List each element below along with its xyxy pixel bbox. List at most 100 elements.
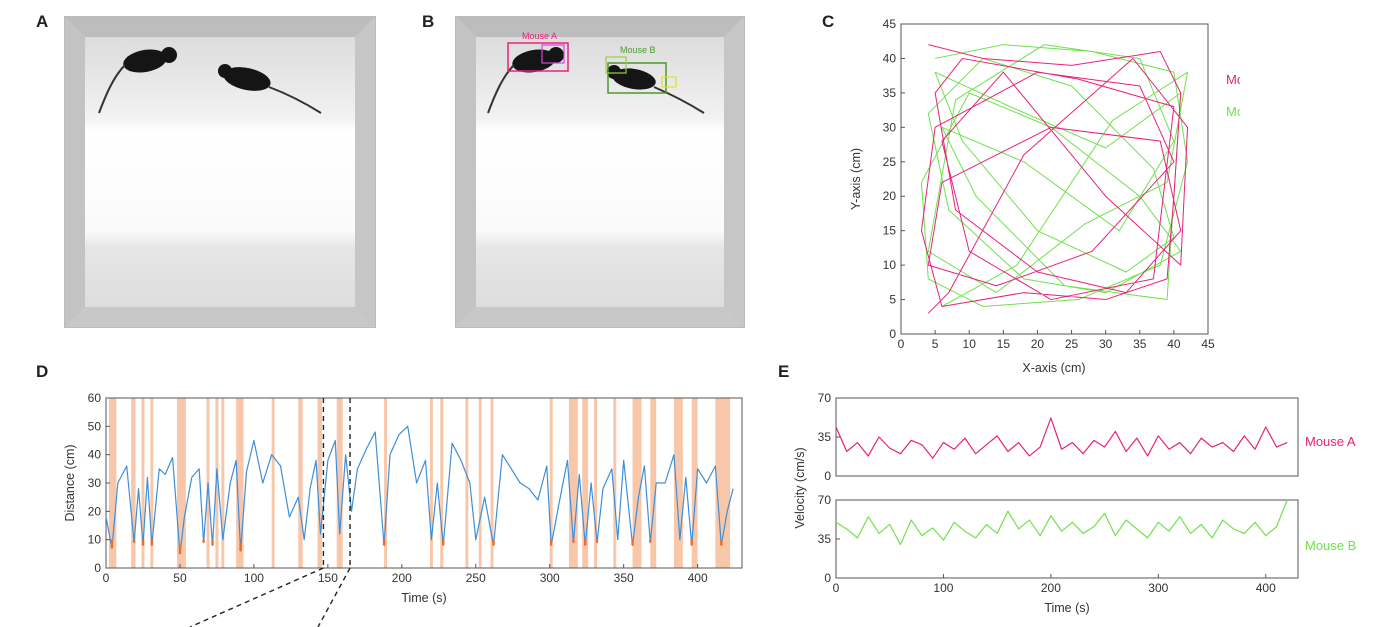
distance-y-tick-label-0: 0 <box>94 561 101 575</box>
velocity-y-axis-label: Velocity (cm/s) <box>793 447 807 528</box>
panel-label-e: E <box>778 362 790 381</box>
velocity-chart: 0 35 70 0 35 70 0 100 200 300 400 Time (s) Velocit… <box>793 392 1356 615</box>
trajectory-y-tick-label-8: 40 <box>883 51 897 65</box>
trajectory-x-tick-label-1: 5 <box>932 337 939 351</box>
velocity-bottom-y-tick-label-2: 70 <box>818 493 832 507</box>
close-contact-band-17 <box>478 398 482 568</box>
trajectory-chart: 0 5 10 15 20 25 30 35 40 45 0 5 10 15 20 25 30 35 40 45 X-a… <box>849 17 1240 375</box>
arena-photo-a-image <box>65 17 375 327</box>
arena-photo-b-image: Mouse A Mouse B <box>456 17 744 327</box>
velocity-x-tick-label-4: 400 <box>1256 581 1276 595</box>
close-contact-band-7 <box>221 398 225 568</box>
close-contact-band-14 <box>429 398 433 568</box>
distance-y-tick-label-6: 60 <box>88 391 102 405</box>
panel-label-c: C <box>822 12 835 31</box>
mouse-a-box-label: Mouse A <box>522 31 557 41</box>
distance-x-axis-label: Time (s) <box>401 591 446 605</box>
close-contact-band-15 <box>440 398 444 568</box>
trajectory-x-tick-label-8: 40 <box>1167 337 1181 351</box>
trajectory-y-tick-label-5: 25 <box>883 155 897 169</box>
panel-label-a: A <box>36 12 49 31</box>
zoom-connector-left <box>189 567 324 627</box>
close-contact-band-11 <box>317 398 322 568</box>
trajectory-y-tick-label-0: 0 <box>889 327 896 341</box>
distance-x-tick-label-6: 300 <box>540 571 560 585</box>
trajectory-line-mouse-a <box>920 44 1189 314</box>
close-contact-band-25 <box>650 398 657 568</box>
legend-mouse-a: Mouse A <box>1226 72 1240 87</box>
trajectory-x-tick-label-6: 30 <box>1099 337 1113 351</box>
close-contact-band-21 <box>582 398 589 568</box>
velocity-label-mouse-b: Mouse B <box>1305 538 1356 553</box>
close-contact-band-18 <box>490 398 494 568</box>
distance-y-tick-label-2: 20 <box>88 504 102 518</box>
velocity-bottom-y-tick-label-1: 35 <box>818 532 832 546</box>
distance-y-tick-label-4: 40 <box>88 448 102 462</box>
mouse-b-box-label: Mouse B <box>620 45 656 55</box>
close-contact-band-13 <box>384 398 388 568</box>
velocity-top-plot-area <box>835 397 1299 477</box>
close-contact-band-19 <box>549 398 553 568</box>
velocity-top-y-tick-label-0: 0 <box>824 469 831 483</box>
trajectory-lines <box>920 44 1189 314</box>
trajectory-x-tick-label-4: 20 <box>1031 337 1045 351</box>
velocity-x-tick-label-2: 200 <box>1041 581 1061 595</box>
distance-y-tick-label-5: 50 <box>88 419 102 433</box>
close-contact-band-20 <box>568 398 578 568</box>
distance-line <box>105 425 734 555</box>
arena-photo-b: Mouse A Mouse B <box>455 16 745 328</box>
velocity-label-mouse-a: Mouse A <box>1305 434 1356 449</box>
close-contact-bands <box>108 398 731 568</box>
close-contact-band-9 <box>271 398 275 568</box>
trajectory-x-tick-label-5: 25 <box>1065 337 1079 351</box>
close-contact-band-0 <box>108 398 117 568</box>
arena-photo-a <box>64 16 376 328</box>
distance-chart: 0 50 100 150 200 250 300 350 400 0 10 20 30 40 50 60 Ti… <box>63 391 743 627</box>
trajectory-line-mouse-b <box>920 44 1189 307</box>
panel-label-d: D <box>36 362 49 381</box>
close-contact-band-16 <box>465 398 469 568</box>
velocity-x-tick-label-1: 100 <box>933 581 953 595</box>
close-contact-band-4 <box>176 398 186 568</box>
trajectory-y-tick-label-4: 20 <box>883 189 897 203</box>
distance-x-tick-label-4: 200 <box>392 571 412 585</box>
trajectory-y-tick-label-9: 45 <box>883 17 897 31</box>
trajectory-y-tick-label-7: 35 <box>883 86 897 100</box>
close-contact-band-22 <box>594 398 598 568</box>
velocity-top-y-tick-label-2: 70 <box>818 392 832 405</box>
distance-y-tick-label-1: 10 <box>88 533 102 547</box>
distance-x-tick-label-0: 0 <box>103 571 110 585</box>
close-contact-band-8 <box>236 398 244 568</box>
close-contact-band-23 <box>613 398 617 568</box>
distance-y-tick-label-3: 30 <box>88 476 102 490</box>
trajectory-y-axis-label: Y-axis (cm) <box>849 148 863 210</box>
trajectory-x-tick-label-3: 15 <box>997 337 1011 351</box>
close-contact-band-24 <box>632 398 642 568</box>
panel-label-b: B <box>422 12 435 31</box>
close-contact-band-1 <box>131 398 136 568</box>
trajectory-x-tick-label-7: 35 <box>1133 337 1147 351</box>
distance-y-axis-label: Distance (cm) <box>63 444 77 521</box>
distance-x-tick-label-8: 400 <box>688 571 708 585</box>
trajectory-x-tick-label-2: 10 <box>963 337 977 351</box>
close-contact-band-3 <box>150 398 154 568</box>
velocity-x-tick-label-0: 0 <box>833 581 840 595</box>
distance-x-tick-label-7: 350 <box>614 571 634 585</box>
trajectory-x-axis-label: X-axis (cm) <box>1022 361 1085 375</box>
distance-x-tick-label-5: 250 <box>466 571 486 585</box>
trajectory-y-tick-label-6: 30 <box>883 120 897 134</box>
close-contact-band-2 <box>141 398 145 568</box>
velocity-x-tick-label-3: 300 <box>1148 581 1168 595</box>
distance-x-tick-label-2: 100 <box>244 571 264 585</box>
distance-plot-area <box>105 397 743 569</box>
velocity-line-mouse-b <box>835 499 1288 546</box>
trajectory-x-tick-label-9: 45 <box>1201 337 1215 351</box>
legend-mouse-b: Mouse B <box>1226 104 1240 119</box>
trajectory-x-tick-label-0: 0 <box>898 337 905 351</box>
close-contact-band-10 <box>298 398 303 568</box>
velocity-bottom-plot-area <box>835 499 1299 579</box>
distance-x-tick-label-3: 150 <box>318 571 338 585</box>
velocity-line-mouse-a <box>835 417 1288 459</box>
trajectory-plot-area <box>900 23 1209 335</box>
trajectory-y-tick-label-1: 5 <box>889 293 896 307</box>
